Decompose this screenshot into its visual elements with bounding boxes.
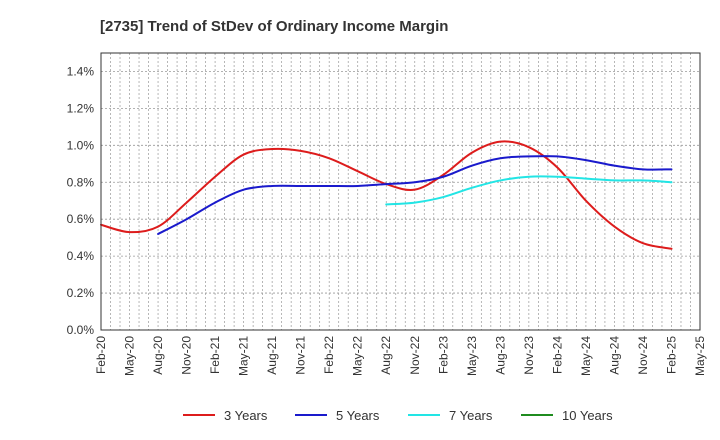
x-tick-label: Nov-20 bbox=[180, 336, 194, 375]
x-tick-label: May-24 bbox=[579, 336, 593, 376]
legend-label-7-years: 7 Years bbox=[449, 408, 493, 423]
x-tick-label: Nov-22 bbox=[408, 336, 422, 375]
x-tick-label: Feb-24 bbox=[550, 336, 564, 374]
series-line-7-years bbox=[385, 175, 673, 206]
y-tick-label: 0.0% bbox=[67, 323, 95, 337]
y-tick-label: 0.8% bbox=[67, 175, 95, 189]
x-tick-label: Aug-24 bbox=[607, 336, 621, 375]
x-tick-label: May-23 bbox=[465, 336, 479, 376]
y-tick-label: 0.6% bbox=[67, 212, 95, 226]
x-tick-label: Aug-20 bbox=[151, 336, 165, 375]
y-tick-label: 0.2% bbox=[67, 286, 95, 300]
x-tick-label: Nov-23 bbox=[522, 336, 536, 375]
x-tick-label: Aug-22 bbox=[379, 336, 393, 375]
x-tick-label: Feb-25 bbox=[664, 336, 678, 374]
x-tick-label: Feb-21 bbox=[208, 336, 222, 374]
x-tick-label: Nov-21 bbox=[294, 336, 308, 375]
legend-label-3-years: 3 Years bbox=[224, 408, 268, 423]
y-tick-label: 1.2% bbox=[67, 101, 95, 115]
x-tick-label: Aug-23 bbox=[493, 336, 507, 375]
x-tick-label: Feb-22 bbox=[322, 336, 336, 374]
series-lines bbox=[100, 140, 673, 250]
chart-title: [2735] Trend of StDev of Ordinary Income… bbox=[100, 18, 448, 35]
x-tick-label: Feb-20 bbox=[94, 336, 108, 374]
x-axis-labels: Feb-20 May-20 Aug-20 Nov-20 Feb-21 May-21 Aug-… bbox=[94, 336, 707, 376]
x-tick-label: May-20 bbox=[123, 336, 137, 376]
y-axis-labels: 0.0% 0.2% 0.4% 0.6% 0.8% 1.0% 1.2% 1.4% bbox=[67, 64, 95, 337]
y-tick-label: 1.0% bbox=[67, 138, 95, 152]
x-tick-label: Feb-23 bbox=[436, 336, 450, 374]
legend-label-10-years: 10 Years bbox=[562, 408, 613, 423]
x-tick-label: May-22 bbox=[351, 336, 365, 376]
y-tick-label: 0.4% bbox=[67, 249, 95, 263]
x-tick-label: Aug-21 bbox=[265, 336, 279, 375]
y-tick-label: 1.4% bbox=[67, 64, 95, 78]
legend-label-5-years: 5 Years bbox=[336, 408, 380, 423]
series-line-5-years bbox=[157, 155, 673, 235]
x-tick-label: Nov-24 bbox=[636, 336, 650, 375]
x-tick-label: May-21 bbox=[237, 336, 251, 376]
plot-area-border bbox=[100, 52, 701, 331]
x-tick-label: May-25 bbox=[693, 336, 707, 376]
legend: 3 Years 5 Years 7 Years 10 Years bbox=[183, 408, 613, 423]
